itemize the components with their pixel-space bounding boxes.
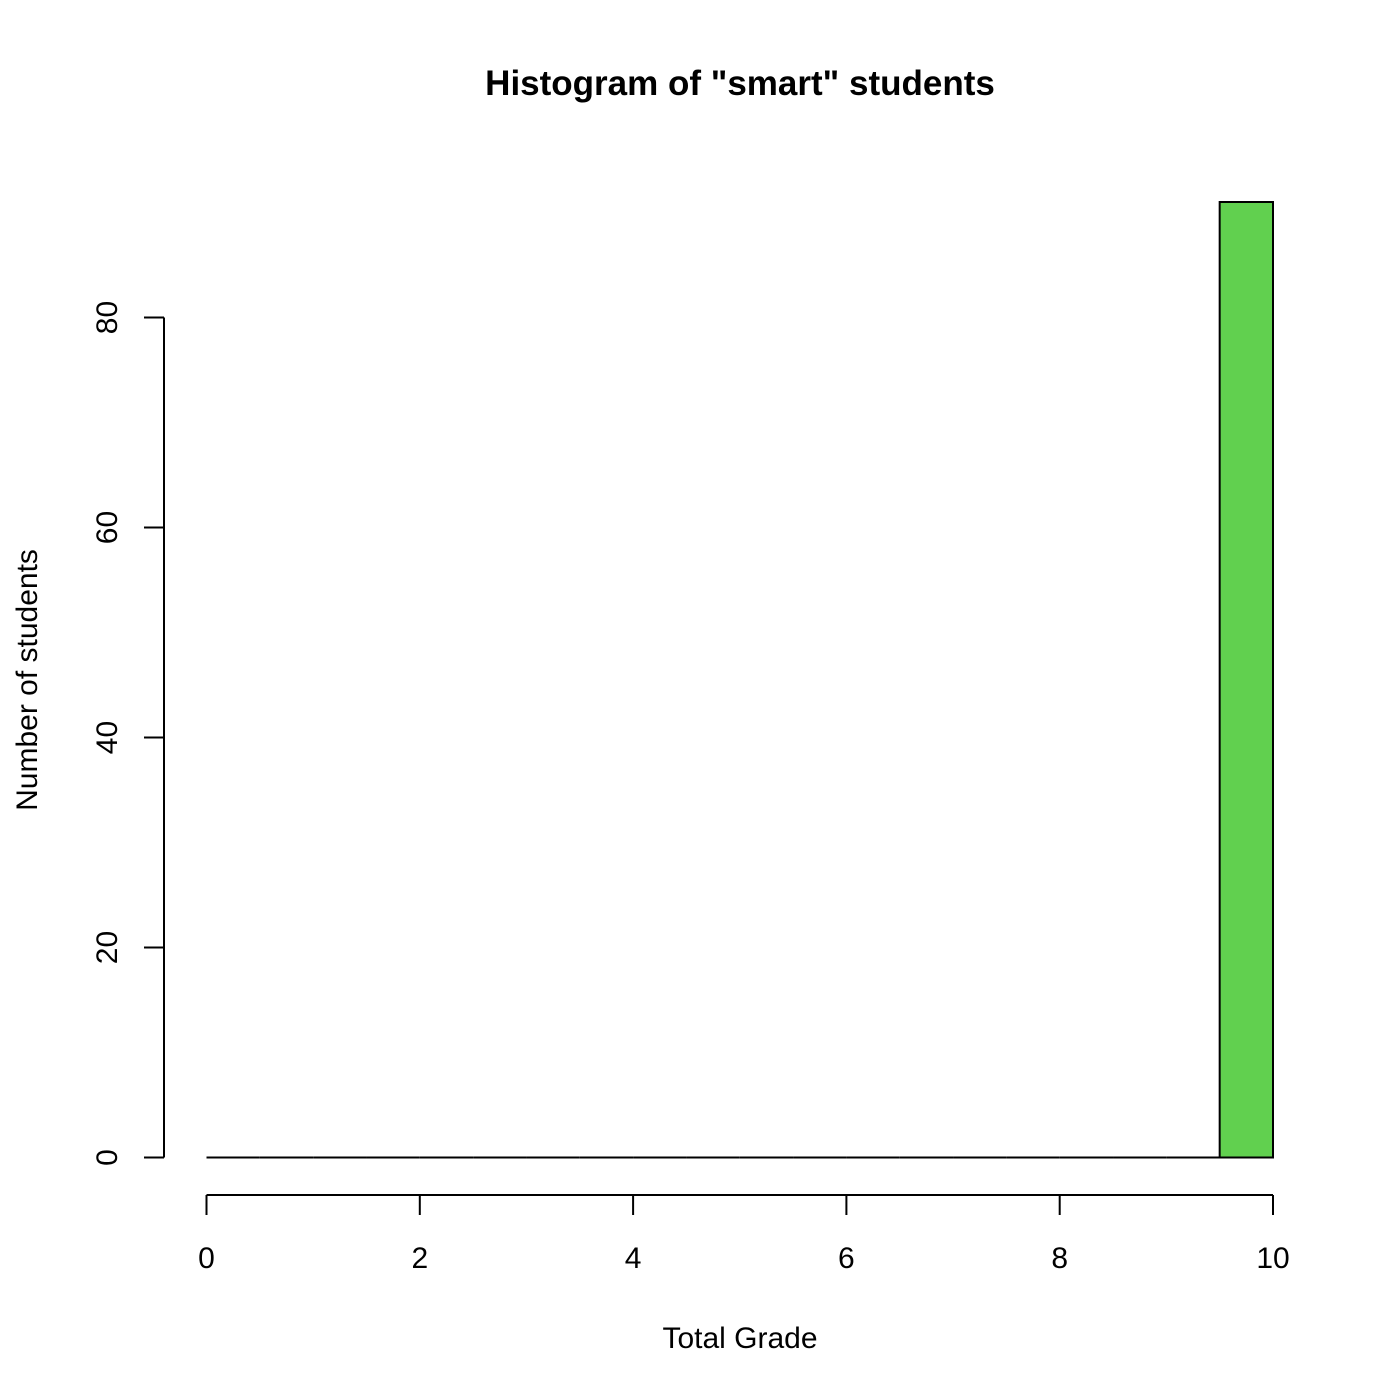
x-tick-label-4: 4 bbox=[625, 1242, 642, 1275]
x-axis: 0 2 4 6 8 10 bbox=[198, 1194, 1290, 1275]
x-tick-label-6: 6 bbox=[838, 1242, 855, 1275]
y-tick-label-20: 20 bbox=[91, 931, 124, 964]
histogram-bar-19 bbox=[1218, 201, 1275, 1159]
x-tick-label-10: 10 bbox=[1256, 1242, 1289, 1275]
x-tick-label-8: 8 bbox=[1051, 1242, 1068, 1275]
y-tick-label-40: 40 bbox=[91, 721, 124, 754]
y-tick-label-0: 0 bbox=[91, 1149, 124, 1166]
y-tick-label-60: 60 bbox=[91, 511, 124, 544]
y-axis-label: Number of students bbox=[11, 549, 44, 811]
y-axis: 0 20 40 60 80 bbox=[91, 301, 165, 1166]
y-tick-label-80: 80 bbox=[91, 301, 124, 334]
x-axis-label: Total Grade bbox=[662, 1322, 817, 1355]
x-tick-label-0: 0 bbox=[198, 1242, 215, 1275]
bars-group bbox=[206, 201, 1275, 1159]
chart-title: Histogram of "smart" students bbox=[485, 64, 995, 103]
x-tick-label-2: 2 bbox=[411, 1242, 428, 1275]
